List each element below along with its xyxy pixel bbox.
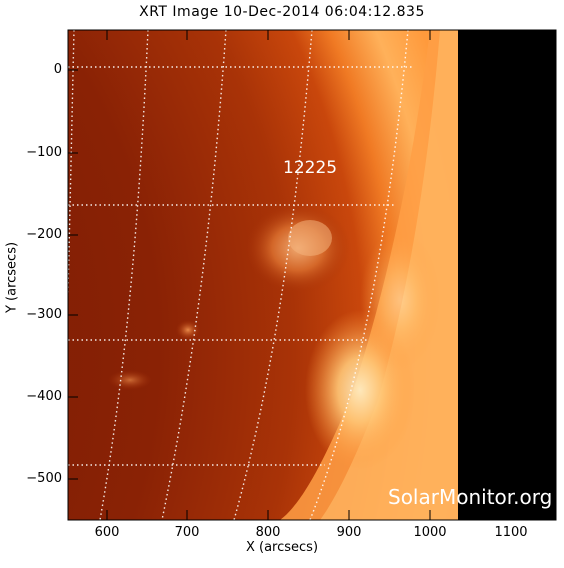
y-tick-label: 0: [53, 62, 62, 77]
x-tick-label: 1100: [494, 525, 528, 540]
active-region-label: 12225: [283, 158, 338, 178]
y-tick-label: −300: [26, 307, 62, 322]
y-axis-ticks: [68, 69, 556, 480]
image-title: XRT Image 10-Dec-2014 06:04:12.835: [139, 4, 425, 20]
y-tick-label: −400: [26, 389, 62, 404]
x-tick-label: 900: [336, 525, 362, 540]
watermark-text: SolarMonitor.org: [388, 485, 553, 509]
x-axis-label: X (arcsecs): [245, 540, 319, 555]
x-tick-label: 600: [94, 525, 120, 540]
x-tick-label: 1000: [413, 525, 447, 540]
plot-frame: [67, 29, 557, 521]
x-axis-ticks: [106, 30, 512, 520]
y-tick-label: −200: [26, 227, 62, 242]
heliographic-grid: [68, 30, 412, 520]
y-tick-label: −100: [26, 145, 62, 160]
x-tick-label: 700: [174, 525, 200, 540]
x-tick-label: 800: [255, 525, 281, 540]
y-axis-label: Y (arcsecs): [4, 241, 20, 314]
off-disk-space: [458, 30, 556, 520]
y-tick-label: −500: [26, 471, 62, 486]
solar-disk-image: [68, 30, 556, 520]
